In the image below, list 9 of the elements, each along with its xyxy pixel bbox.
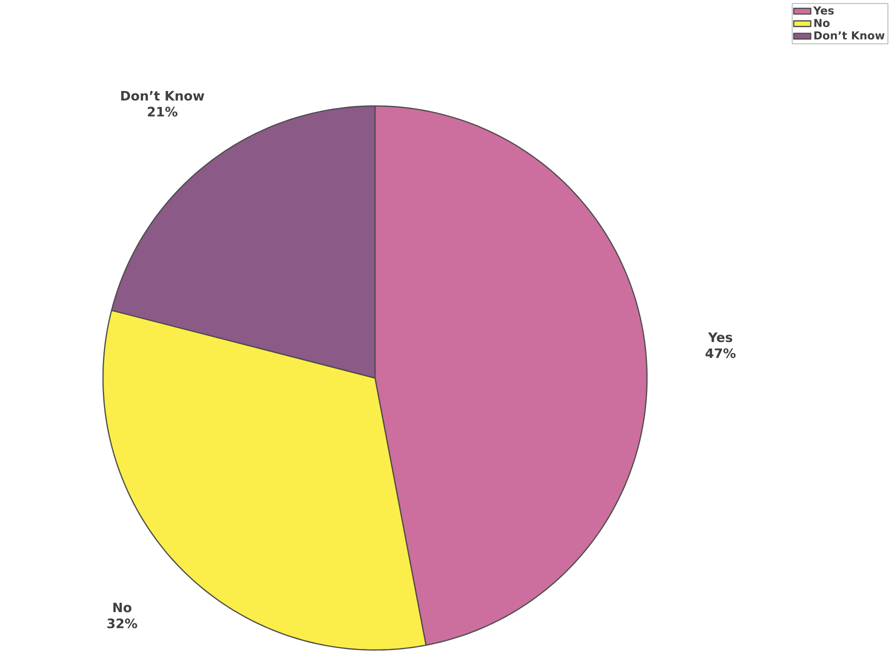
- slice-label: Yes: [708, 332, 732, 342]
- data-label: 32%: [107, 618, 138, 628]
- data-label: 47%: [706, 348, 736, 358]
- legend-label: Don’t Know: [814, 31, 885, 40]
- legend-label: No: [814, 18, 830, 28]
- data-label: 21%: [148, 106, 178, 117]
- slice-label: Don’t Know: [121, 91, 204, 101]
- legend-label: Yes: [813, 6, 834, 15]
- slice-label: No: [113, 602, 132, 612]
